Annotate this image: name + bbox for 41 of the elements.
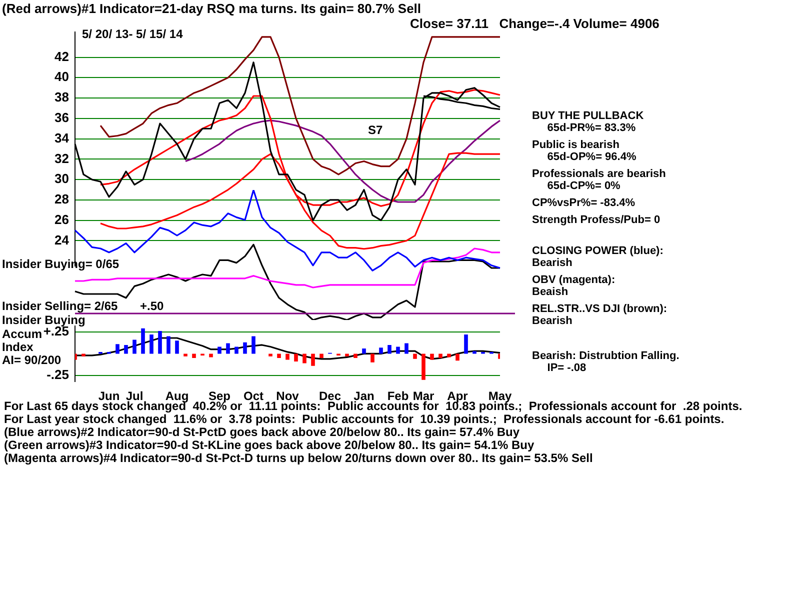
text: OBV (magenta): Beaish (532, 274, 616, 298)
text: AI= 90/200 (2, 353, 62, 367)
y-tick-label: 42 (54, 48, 69, 64)
x-tick-label: Jun (98, 389, 120, 404)
x-tick-label: Nov (276, 389, 300, 404)
text: CP%vsPr%= -83.4% (532, 197, 636, 209)
x-tick-label: Apr (447, 389, 468, 404)
x-tick-label: Feb (387, 389, 409, 404)
text: Close= 37.11 Change=-.4 Volume= 4906 (410, 16, 660, 31)
annotation: Insider Buying= 0/65 (2, 257, 120, 271)
x-tick-label: Jan (354, 389, 374, 404)
text: Bearish: Distrubtion Falling. IP= -.08 (532, 350, 680, 374)
x-tick-label: Sep (208, 389, 231, 404)
y-tick-label: 26 (54, 212, 69, 227)
text: REL.STR..VS DJI (brown): Bearish (532, 303, 668, 327)
text: Index (2, 340, 34, 354)
text: Strength Profess/Pub= 0 (532, 214, 660, 226)
y-tick-label: 40 (54, 69, 69, 84)
text: For Last year stock changed 11.6% or 3.78 points: Public accounts for 10.39 points.; Professionals account for -6.61 points. (4, 412, 724, 426)
y-tick-label: 38 (54, 90, 69, 105)
text: BUY THE PULLBACK 65d-PR%= 83.3% (532, 110, 644, 134)
annotation: Insider Selling= 2/65 (2, 299, 118, 313)
y-tick-label: 32 (54, 150, 69, 166)
text: Professionals are bearish 65d-CP%= 0% (532, 168, 666, 192)
y-tick-label: 36 (54, 110, 69, 126)
y-tick-label: 34 (54, 130, 70, 146)
annotation: S7 (368, 123, 383, 137)
text: CLOSING POWER (blue): Bearish (532, 245, 664, 269)
annotation: +.50 (140, 299, 164, 313)
x-tick-label: May (488, 389, 512, 404)
chart-title: (Red arrows)#1 Indicator=21-day RSQ ma turns. Its gain= 80.7% Sell (2, 1, 422, 16)
text: (Blue arrows)#2 Indicator=90-d St-PctD goes back above 20/below 80.. Its gain= 57.4% Buy (4, 425, 520, 439)
y-tick-label: 28 (54, 192, 69, 207)
text: (Magenta arrows)#4 Indicator=90-d St-Pct-D turns up below 20/turns down over 80.. Its gain= 53.5% Sell (4, 451, 593, 465)
text: Public is bearish 65d-OP%= 96.4% (532, 139, 636, 163)
text: Accum (2, 327, 42, 341)
y-tick-label: 24 (54, 232, 70, 248)
y-tick-label: -.25 (46, 367, 69, 382)
annotation: 5/ 20/ 13- 5/ 15/ 14 (82, 27, 183, 41)
y-tick-label: 30 (54, 171, 69, 186)
text: (Green arrows)#3 Indicator=90-d St-KLine goes back above 20/below 80.. Its gain= 54.1% Buy (4, 438, 534, 452)
